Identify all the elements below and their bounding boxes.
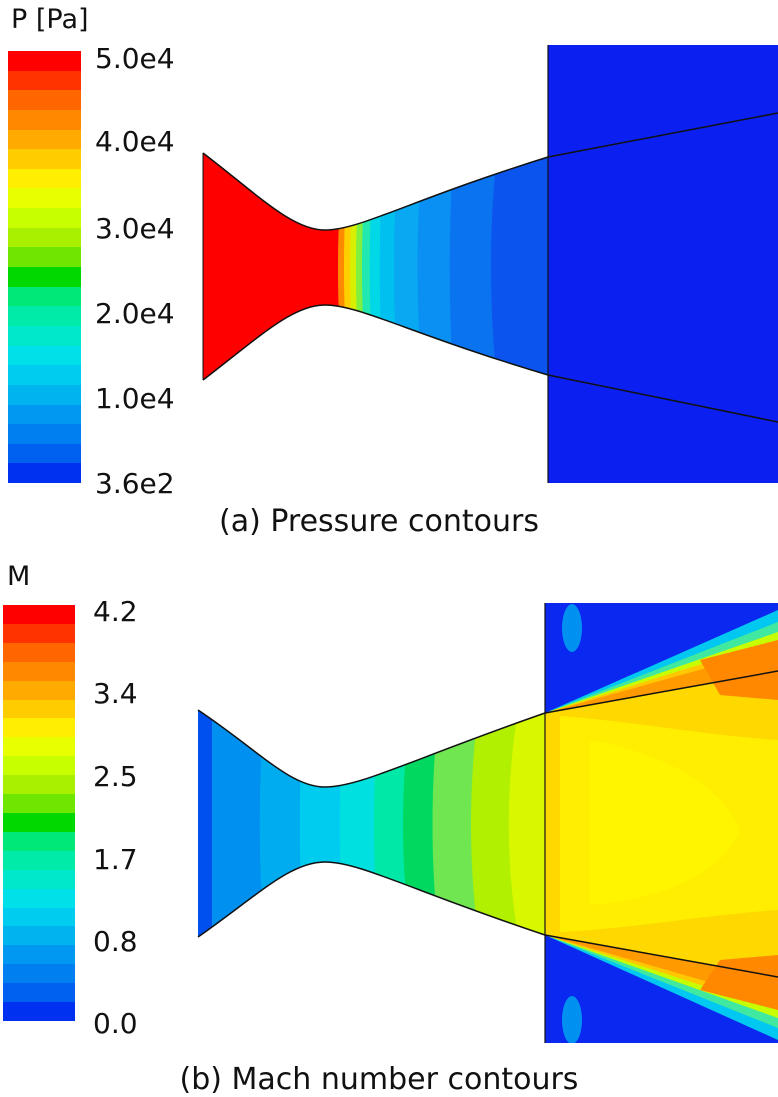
- mach-tick: 4.2: [93, 595, 138, 628]
- pressure-nozzle-contours: [203, 153, 548, 380]
- pressure-tick: 4.0e4: [95, 125, 175, 158]
- nozzle-lower-wall: [202, 304, 549, 381]
- mach-tick: 3.4: [93, 677, 138, 710]
- colorbar-band: [8, 188, 81, 209]
- pressure-plume-region: [548, 45, 778, 483]
- colorbar-band: [3, 907, 75, 927]
- pressure-colorbar: [8, 51, 81, 484]
- pressure-tick: 5.0e4: [95, 42, 175, 75]
- plume-lower-boundary: [544, 934, 778, 978]
- colorbar-band: [3, 964, 75, 984]
- colorbar-band: [8, 51, 81, 71]
- colorbar-band: [3, 945, 75, 965]
- plume-upper-boundary: [547, 112, 778, 158]
- colorbar-band: [8, 227, 81, 248]
- pressure-caption: (a) Pressure contours: [219, 504, 539, 539]
- colorbar-band: [3, 775, 75, 795]
- mach-caption: (b) Mach number contours: [179, 1062, 579, 1097]
- pressure-tick: 1.0e4: [95, 382, 175, 415]
- pressure-panel: P [Pa] 5.0e4 4.0e4 3.0e4 2.0e4 1.0e4 3.6…: [0, 0, 778, 548]
- colorbar-band: [8, 443, 81, 464]
- colorbar-band: [8, 365, 81, 385]
- colorbar-band: [8, 90, 81, 110]
- colorbar-band: [8, 404, 81, 425]
- colorbar-band: [8, 149, 81, 169]
- plume-lower-boundary: [547, 374, 778, 423]
- colorbar-band: [8, 463, 81, 484]
- colorbar-band: [3, 718, 75, 738]
- pressure-contour-plot: [202, 45, 778, 483]
- pressure-legend-title: P [Pa]: [11, 4, 89, 35]
- colorbar-band: [8, 325, 81, 346]
- nozzle-upper-wall: [202, 152, 549, 231]
- mach-colorbar: [3, 605, 75, 1021]
- colorbar-band: [8, 208, 81, 228]
- colorbar-band: [8, 424, 81, 444]
- mach-tick: 0.0: [93, 1007, 138, 1040]
- pressure-tick: 3.0e4: [95, 212, 175, 245]
- colorbar-band: [3, 642, 75, 662]
- colorbar-band: [3, 869, 75, 889]
- mach-legend-title: M: [7, 561, 31, 592]
- colorbar-band: [3, 623, 75, 643]
- colorbar-band: [3, 699, 75, 719]
- colorbar-band: [3, 812, 75, 832]
- pressure-tick: 2.0e4: [95, 297, 175, 330]
- mach-contour-plot: [197, 603, 778, 1043]
- mach-panel: M 4.2 3.4 2.5 1.7 0.8 0.0: [0, 548, 778, 1095]
- colorbar-band: [3, 605, 75, 624]
- nozzle-upper-wall: [197, 709, 546, 788]
- colorbar-band: [3, 983, 75, 1003]
- pressure-tick: 3.6e2: [95, 467, 175, 500]
- mach-plume-region: [545, 603, 778, 1043]
- colorbar-band: [3, 756, 75, 776]
- colorbar-band: [8, 70, 81, 91]
- colorbar-band: [8, 129, 81, 150]
- colorbar-band: [3, 1002, 75, 1021]
- colorbar-band: [3, 680, 75, 700]
- mach-tick: 0.8: [93, 925, 138, 958]
- colorbar-band: [3, 661, 75, 681]
- colorbar-band: [8, 247, 81, 268]
- colorbar-band: [3, 888, 75, 908]
- colorbar-band: [8, 109, 81, 130]
- mach-tick: 1.7: [93, 843, 138, 876]
- colorbar-band: [3, 850, 75, 870]
- colorbar-band: [8, 168, 81, 189]
- colorbar-band: [3, 831, 75, 851]
- colorbar-band: [3, 794, 75, 813]
- pressure-colorbar-ticks: 5.0e4 4.0e4 3.0e4 2.0e4 1.0e4 3.6e2: [95, 42, 215, 500]
- colorbar-band: [8, 384, 81, 405]
- mach-colorbar-ticks: 4.2 3.4 2.5 1.7 0.8 0.0: [93, 598, 173, 1038]
- mach-nozzle-contours: [198, 710, 545, 937]
- nozzle-lower-wall: [197, 861, 546, 938]
- colorbar-band: [8, 306, 81, 326]
- colorbar-band: [3, 926, 75, 946]
- colorbar-band: [8, 267, 81, 287]
- plume-upper-boundary: [544, 670, 778, 714]
- colorbar-band: [8, 345, 81, 366]
- mach-tick: 2.5: [93, 760, 138, 793]
- colorbar-band: [3, 737, 75, 757]
- colorbar-band: [8, 286, 81, 307]
